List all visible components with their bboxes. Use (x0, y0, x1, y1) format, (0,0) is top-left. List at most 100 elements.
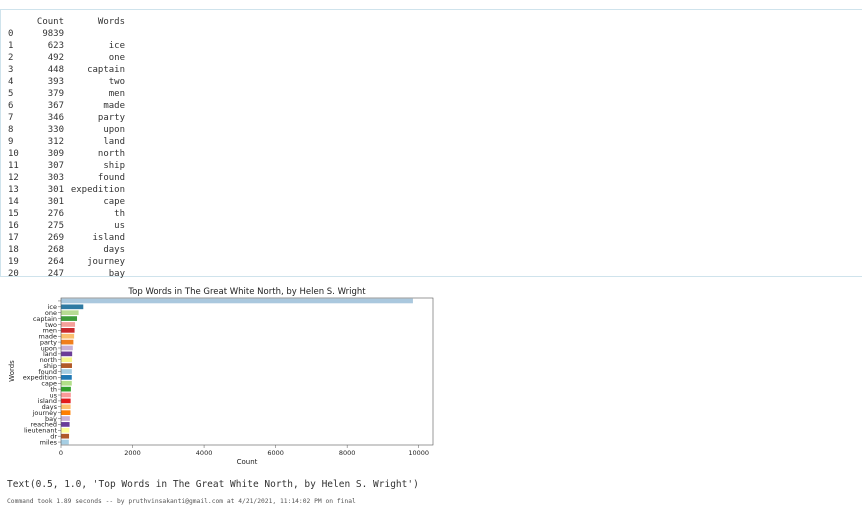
row-word: party (97, 113, 125, 123)
dataframe-body: 0 9839 1 623 ice 2 492 one 3 448 captain 4 393 two 5 37… (8, 28, 125, 280)
row-index: 8 (8, 125, 14, 135)
y-tick-label: upon (41, 344, 57, 352)
row-count: 301 (47, 185, 64, 195)
y-tick-labels: iceonecaptaintwomenmadepartyuponlandnort… (23, 300, 61, 446)
row-count: 307 (47, 161, 64, 171)
y-tick-label: two (45, 321, 57, 329)
table-row: 11 307 ship (8, 160, 125, 172)
dataframe-table: Count Words 0 9839 1 623 ice 2 492 one 3 448 capta… (8, 16, 125, 280)
bar-2 (61, 310, 79, 316)
row-count: 264 (47, 257, 64, 267)
y-tick-label: cape (41, 380, 57, 388)
bar-6 (61, 333, 75, 339)
table-row: 4 393 two (8, 76, 125, 88)
row-word: expedition (70, 185, 125, 195)
bar-7 (61, 339, 74, 345)
row-index: 14 (8, 197, 19, 207)
y-tick-label: dr (50, 432, 57, 440)
row-word: upon (103, 125, 125, 135)
y-tick-label: us (49, 391, 57, 399)
y-tick-label: party (40, 338, 57, 346)
bar-20 (61, 416, 70, 421)
row-index: 1 (8, 41, 14, 51)
row-word: ice (108, 41, 125, 51)
table-row: 16 275 us (8, 220, 125, 232)
row-index: 9 (8, 137, 14, 147)
row-count: 301 (47, 197, 64, 207)
y-tick-label: land (43, 350, 57, 358)
x-tick-label: 4000 (196, 449, 213, 457)
row-count: 268 (47, 245, 64, 255)
row-word: two (108, 77, 125, 87)
table-row: 19 264 journey (8, 256, 125, 268)
row-count: 346 (47, 113, 64, 123)
bar-18 (61, 404, 71, 410)
y-tick-label: north (40, 356, 57, 364)
row-word: one (108, 53, 125, 63)
row-index: 20 (8, 269, 19, 279)
bar-4 (61, 322, 76, 327)
bar-10 (61, 357, 73, 363)
row-index: 19 (8, 257, 19, 267)
y-tick-label: bay (45, 415, 57, 423)
row-index: 18 (8, 245, 19, 255)
row-count: 275 (47, 221, 64, 231)
row-word: ship (103, 161, 125, 171)
table-row: 3 448 captain (8, 64, 125, 76)
chart-title: Top Words in The Great White North, by H… (127, 287, 366, 297)
bar-24 (61, 439, 69, 445)
command-footer: Command took 1.89 seconds -- by pruthvin… (7, 498, 356, 505)
table-row: 5 379 men (8, 88, 125, 100)
row-index: 15 (8, 209, 19, 219)
row-count: 367 (47, 101, 64, 111)
table-row: 12 303 found (8, 172, 125, 184)
y-tick-label: found (38, 368, 57, 376)
row-word: north (97, 149, 125, 159)
table-row: 1 623 ice (8, 40, 125, 52)
bar-23 (61, 433, 70, 439)
bar-11 (61, 363, 72, 368)
bar-13 (61, 375, 72, 380)
table-row: 7 346 party (8, 112, 125, 124)
row-count: 330 (47, 125, 64, 135)
row-word: island (92, 233, 125, 243)
y-tick-label: lieutenant (24, 427, 58, 435)
table-row: 14 301 cape (8, 196, 125, 208)
row-index: 6 (8, 101, 14, 111)
row-word: us (114, 221, 125, 231)
bar-9 (61, 351, 73, 357)
index-header (8, 16, 28, 28)
table-row: 6 367 made (8, 100, 125, 112)
row-index: 0 (8, 29, 14, 39)
table-row: 0 9839 (8, 28, 125, 40)
y-tick-label: days (42, 403, 58, 411)
row-count: 9839 (42, 29, 64, 39)
y-tick-label: captain (33, 315, 57, 323)
table-row: 2 492 one (8, 52, 125, 64)
bar-21 (61, 422, 70, 427)
row-index: 13 (8, 185, 19, 195)
row-index: 17 (8, 233, 19, 243)
row-count: 379 (47, 89, 64, 99)
y-tick-label: ice (48, 303, 57, 311)
row-index: 5 (8, 89, 14, 99)
row-index: 12 (8, 173, 19, 183)
table-row: 10 309 north (8, 148, 125, 160)
dataframe-output: Count Words 0 9839 1 623 ice 2 492 one 3 448 capta… (0, 9, 862, 280)
y-tick-label: one (45, 309, 57, 317)
x-tick-label: 6000 (267, 449, 284, 457)
row-word: days (103, 245, 125, 255)
row-word: captain (87, 65, 125, 75)
plot-frame (60, 297, 434, 446)
row-count: 269 (47, 233, 64, 243)
bar-19 (61, 410, 71, 416)
bar-5 (61, 327, 75, 333)
bar-0 (61, 298, 413, 304)
row-count: 276 (47, 209, 64, 219)
table-row: 20 247 bay (8, 268, 125, 280)
row-count: 492 (47, 53, 64, 63)
row-count: 448 (47, 65, 64, 75)
row-word: cape (103, 197, 125, 207)
bar-14 (61, 380, 72, 386)
row-word: made (103, 101, 125, 111)
